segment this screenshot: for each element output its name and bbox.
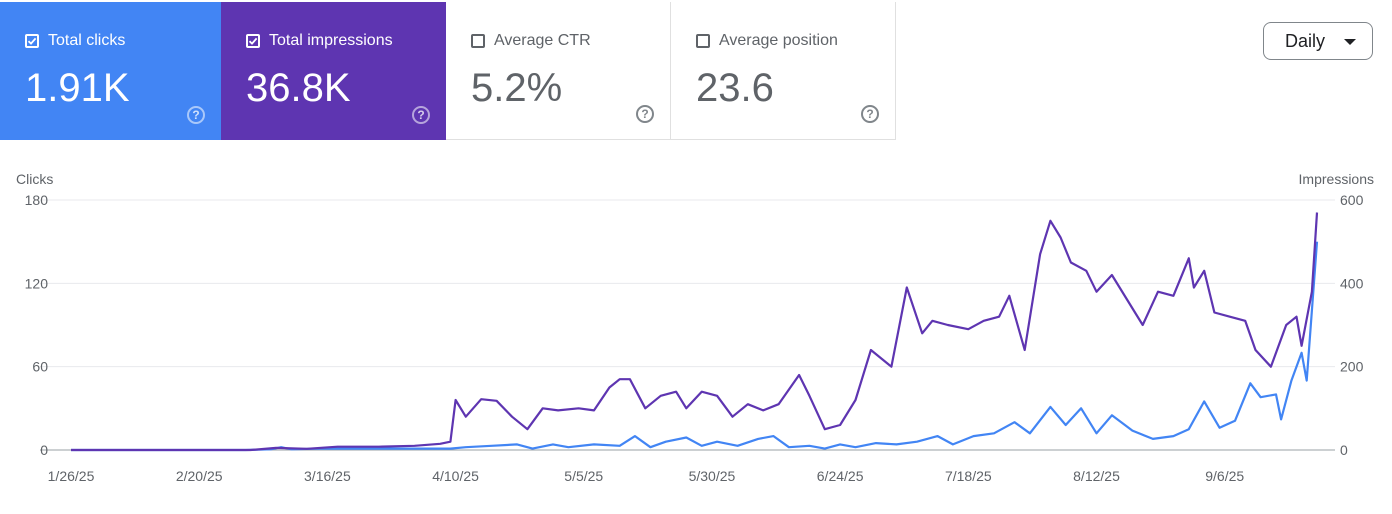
granularity-dropdown[interactable]: Daily bbox=[1263, 22, 1373, 60]
x-tick-label: 9/6/25 bbox=[1205, 468, 1244, 484]
checkbox-unchecked-icon[interactable] bbox=[471, 34, 485, 48]
checkbox-checked-icon[interactable] bbox=[25, 34, 39, 48]
series-line-clicks[interactable] bbox=[71, 241, 1319, 452]
x-tick-label: 3/16/25 bbox=[304, 468, 351, 484]
average-position-header: Average position bbox=[696, 32, 838, 50]
total-impressions-value: 36.8K bbox=[246, 66, 351, 110]
total-impressions-card[interactable]: Total impressions 36.8K ? bbox=[221, 2, 446, 140]
total-clicks-label: Total clicks bbox=[48, 32, 126, 49]
help-icon[interactable]: ? bbox=[861, 105, 879, 123]
y-right-tick-label: 400 bbox=[1340, 275, 1364, 291]
total-clicks-header: Total clicks bbox=[25, 32, 125, 50]
checkbox-checked-icon[interactable] bbox=[246, 34, 260, 48]
x-tick-label: 6/24/25 bbox=[817, 468, 864, 484]
average-position-card[interactable]: Average position 23.6 ? bbox=[671, 2, 896, 140]
total-clicks-card[interactable]: Total clicks 1.91K ? bbox=[0, 2, 221, 140]
caret-down-icon bbox=[1344, 39, 1356, 45]
x-tick-label: 1/26/25 bbox=[48, 468, 95, 484]
total-impressions-header: Total impressions bbox=[246, 32, 393, 50]
x-tick-label: 5/30/25 bbox=[689, 468, 736, 484]
average-ctr-header: Average CTR bbox=[471, 32, 591, 50]
x-tick-label: 5/5/25 bbox=[564, 468, 603, 484]
x-tick-label: 7/18/25 bbox=[945, 468, 992, 484]
total-clicks-value: 1.91K bbox=[25, 66, 130, 110]
y-left-tick-label: 180 bbox=[25, 192, 49, 208]
y-left-axis-title: Clicks bbox=[16, 171, 53, 187]
y-right-axis-title: Impressions bbox=[1299, 171, 1374, 187]
metric-cards: Total clicks 1.91K ? Total impressions 3… bbox=[0, 2, 896, 140]
average-ctr-value: 5.2% bbox=[471, 66, 563, 110]
total-impressions-label: Total impressions bbox=[269, 32, 393, 49]
series-line-impressions[interactable] bbox=[71, 212, 1319, 452]
help-icon[interactable]: ? bbox=[412, 106, 430, 124]
help-icon[interactable]: ? bbox=[187, 106, 205, 124]
average-position-value: 23.6 bbox=[696, 66, 774, 110]
y-right-tick-label: 0 bbox=[1340, 442, 1348, 458]
granularity-selected: Daily bbox=[1285, 30, 1326, 51]
average-ctr-card[interactable]: Average CTR 5.2% ? bbox=[446, 2, 671, 140]
help-icon[interactable]: ? bbox=[636, 105, 654, 123]
average-ctr-label: Average CTR bbox=[494, 32, 591, 49]
checkbox-unchecked-icon[interactable] bbox=[696, 34, 710, 48]
y-left-tick-label: 0 bbox=[40, 442, 48, 458]
x-tick-label: 2/20/25 bbox=[176, 468, 223, 484]
x-tick-label: 8/12/25 bbox=[1073, 468, 1120, 484]
y-right-tick-label: 200 bbox=[1340, 359, 1364, 375]
y-left-tick-label: 120 bbox=[25, 275, 49, 291]
y-right-tick-label: 600 bbox=[1340, 192, 1364, 208]
x-tick-label: 4/10/25 bbox=[432, 468, 479, 484]
average-position-label: Average position bbox=[719, 32, 838, 49]
y-left-tick-label: 60 bbox=[32, 359, 48, 375]
